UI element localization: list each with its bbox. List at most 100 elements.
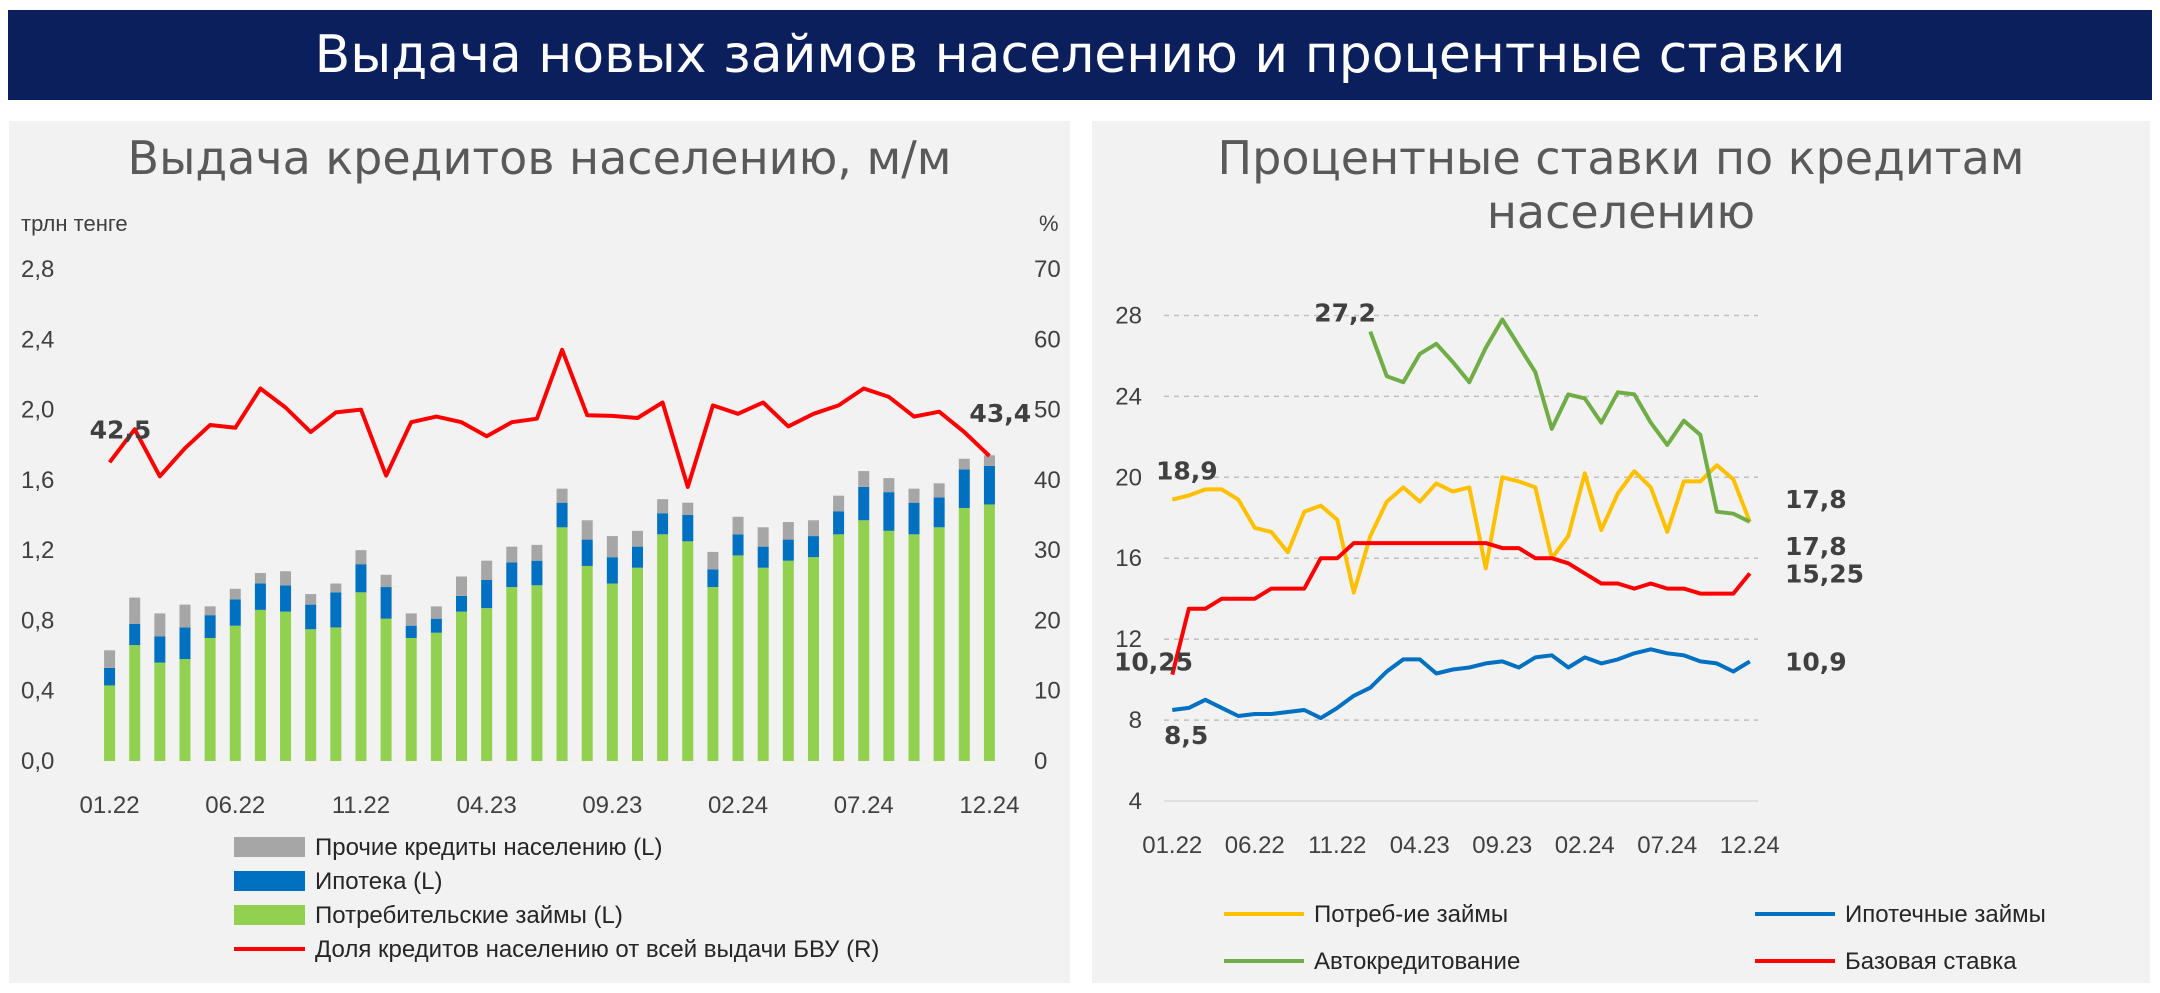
bar-segment-2	[682, 502, 694, 515]
x-tick-label: 02.24	[1555, 832, 1615, 859]
data-label-base-last: 15,25	[1785, 559, 1864, 588]
bar-segment-0	[782, 560, 794, 761]
x-tick-label: 12.24	[959, 792, 1019, 819]
bar-segment-1	[254, 583, 266, 610]
y2-tick-label: 30	[1034, 537, 1061, 564]
legend-label: Ипотечные займы	[1845, 901, 2046, 928]
bar-segment-2	[631, 530, 643, 547]
bar-segment-1	[807, 536, 819, 558]
left-axis-unit: трлн тенге	[21, 211, 128, 236]
y-tick-label: 20	[1115, 464, 1142, 491]
bar-segment-2	[229, 588, 241, 600]
bar-segment-0	[380, 618, 392, 761]
bar-segment-1	[782, 539, 794, 561]
legend-label: Потребительские займы (L)	[315, 902, 623, 929]
bar-segment-1	[958, 469, 970, 508]
bar-segment-0	[204, 638, 216, 761]
bar-segment-2	[606, 536, 618, 558]
bar-segment-0	[757, 567, 769, 761]
bar-segment-0	[707, 587, 719, 761]
bar-segment-2	[280, 571, 292, 586]
bar-segment-1	[229, 599, 241, 626]
bar-segment-0	[858, 520, 870, 761]
bar-segment-2	[908, 488, 920, 503]
y2-tick-label: 20	[1034, 607, 1061, 634]
data-label-mortgage-last: 10,9	[1785, 647, 1847, 676]
bar-segment-0	[883, 530, 895, 761]
y-tick-label: 24	[1115, 383, 1142, 410]
bar-segment-0	[280, 611, 292, 761]
bar-segment-1	[179, 627, 191, 660]
legend-label: Ипотека (L)	[315, 868, 443, 895]
data-label-auto-first: 27,2	[1314, 299, 1376, 328]
x-tick-label: 02.24	[708, 792, 768, 819]
y2-tick-label: 10	[1034, 678, 1061, 705]
y-tick-label: 0,8	[21, 607, 54, 634]
page-banner-title: Выдача новых займов населению и процентн…	[8, 10, 2152, 100]
share-line	[108, 347, 991, 489]
bar-segment-0	[657, 534, 669, 761]
bar-segment-2	[833, 495, 845, 512]
y-tick-label: 4	[1129, 788, 1142, 815]
bar-segment-2	[254, 572, 266, 584]
x-tick-label: 09.23	[1472, 832, 1532, 859]
bar-segment-2	[556, 488, 568, 503]
y-tick-label: 2,8	[21, 256, 54, 283]
bar-segment-0	[430, 632, 442, 761]
bar-segment-2	[707, 551, 719, 570]
y2-tick-label: 50	[1034, 397, 1061, 424]
bar-segment-2	[782, 522, 794, 540]
rates-chart: 4 8 12 16 20 24 28 01.22 06.22 11.22 04.23 09.23 02.…	[1114, 299, 2046, 975]
data-label-first: 42,5	[90, 415, 152, 444]
bar-segment-2	[481, 560, 493, 581]
bar-segment-1	[506, 562, 518, 588]
bar-segment-2	[129, 597, 141, 624]
bar-segment-0	[405, 638, 417, 761]
series-line-3	[1170, 541, 1752, 676]
x-tick-label: 11.22	[1308, 832, 1366, 859]
bar-segment-1	[204, 615, 216, 638]
bar-segment-1	[104, 667, 116, 686]
bar-segment-2	[154, 613, 166, 637]
data-label-mortgage-first: 8,5	[1164, 721, 1208, 750]
bar-segment-0	[104, 685, 116, 761]
bar-segment-0	[481, 608, 493, 761]
bar-segment-0	[983, 504, 995, 761]
bar-segment-1	[732, 534, 744, 556]
bar-segment-1	[657, 513, 669, 535]
bar-segment-1	[481, 580, 493, 609]
bar-segment-2	[807, 520, 819, 537]
y-tick-label: 1,6	[21, 467, 54, 494]
bar-segment-0	[556, 527, 568, 761]
bar-segment-0	[682, 541, 694, 761]
legend-swatch	[234, 871, 305, 891]
legend-swatch	[234, 905, 305, 925]
bar-segment-1	[883, 492, 895, 531]
x-tick-label: 07.24	[834, 792, 894, 819]
x-tick-label: 11.22	[332, 792, 390, 819]
bar-segment-1	[983, 465, 995, 505]
bar-segment-1	[430, 618, 442, 633]
bar-segment-0	[456, 611, 468, 761]
bar-segment-0	[631, 567, 643, 761]
legend-label: Прочие кредиты населению (L)	[315, 834, 663, 861]
bar-segment-2	[330, 583, 342, 593]
data-label-base-first: 10,25	[1114, 648, 1193, 677]
bar-segment-2	[933, 483, 945, 498]
bar-segment-2	[506, 546, 518, 563]
bar-segment-2	[858, 471, 870, 487]
bar-segment-0	[908, 534, 920, 761]
y-tick-label: 12	[1115, 626, 1142, 653]
bar-segment-1	[707, 569, 719, 588]
bar-segment-1	[330, 592, 342, 628]
bar-segment-2	[456, 576, 468, 596]
bar-segment-1	[606, 557, 618, 584]
bar-segment-1	[682, 515, 694, 542]
bar-segment-2	[305, 594, 317, 605]
x-tick-label: 04.23	[1390, 832, 1450, 859]
bar-segment-0	[355, 592, 367, 761]
x-tick-label: 06.22	[205, 792, 265, 819]
x-tick-label: 06.22	[1225, 832, 1285, 859]
y2-tick-label: 60	[1034, 326, 1061, 353]
bar-segment-1	[581, 539, 593, 566]
